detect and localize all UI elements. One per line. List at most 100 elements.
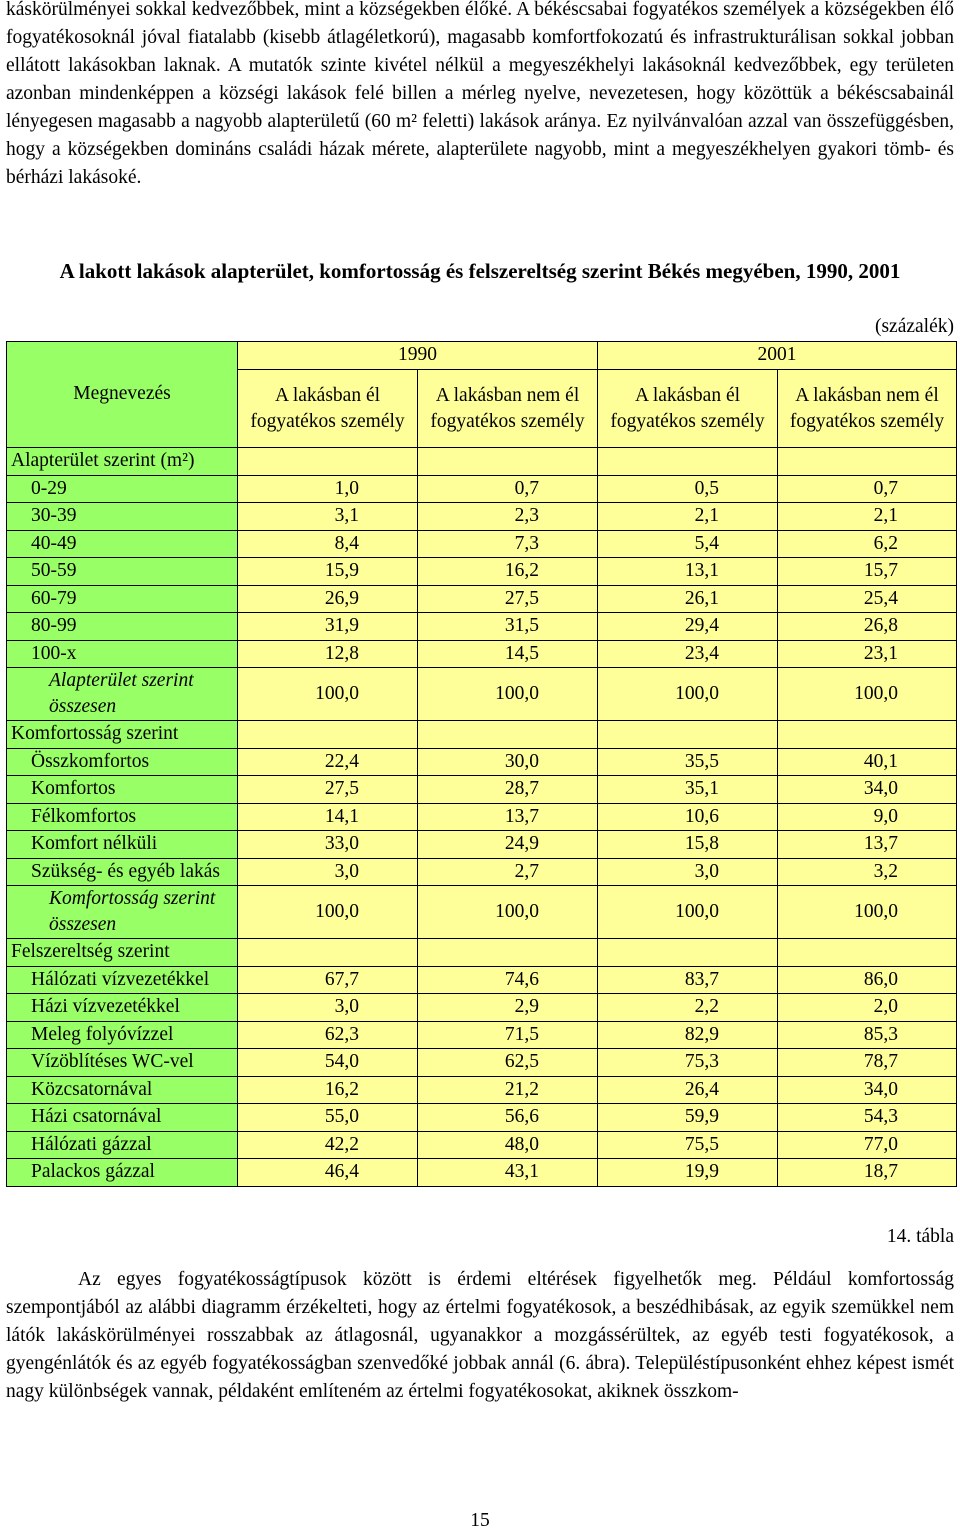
table-row: 60-79 26,9 27,5 26,1 25,4 xyxy=(6,584,957,613)
value-cell: 16,2 xyxy=(237,1075,418,1104)
row-label: Meleg folyóvízzel xyxy=(6,1020,238,1049)
value-cell: 62,3 xyxy=(237,1020,418,1049)
table-row: Vízöblítéses WC-vel 54,0 62,5 75,3 78,7 xyxy=(6,1048,957,1077)
table-row: 50-59 15,9 16,2 13,1 15,7 xyxy=(6,557,957,586)
table-row: Házi vízvezetékkel 3,0 2,9 2,2 2,0 xyxy=(6,993,957,1022)
value-cell: 26,4 xyxy=(597,1075,778,1104)
body-paragraph-top: káskörülményei sokkal kedvezőbbek, mint … xyxy=(6,0,954,188)
value-cell: 25,4 xyxy=(777,584,957,613)
empty-cell xyxy=(237,447,418,476)
empty-cell xyxy=(777,447,957,476)
value-cell: 16,2 xyxy=(417,557,598,586)
total-row: Komfortosság szerint összesen 100,0 100,0 1… xyxy=(6,885,957,939)
empty-cell xyxy=(417,720,598,749)
value-cell: 0,5 xyxy=(597,474,778,503)
total-value-cell: 100,0 xyxy=(417,667,598,721)
table-row: Közcsatornával 16,2 21,2 26,4 34,0 xyxy=(6,1075,957,1104)
value-cell: 15,8 xyxy=(597,830,778,859)
row-label: Házi csatornával xyxy=(6,1103,238,1132)
header-label: Megnevezés xyxy=(6,341,238,448)
value-cell: 13,7 xyxy=(417,802,598,831)
value-cell: 14,1 xyxy=(237,802,418,831)
empty-cell xyxy=(597,720,778,749)
value-cell: 30,0 xyxy=(417,747,598,776)
value-cell: 43,1 xyxy=(417,1158,598,1187)
empty-cell xyxy=(597,938,778,967)
value-cell: 0,7 xyxy=(777,474,957,503)
value-cell: 83,7 xyxy=(597,965,778,994)
value-cell: 24,9 xyxy=(417,830,598,859)
section-heading-row: Alapterület szerint (m²) xyxy=(6,447,957,476)
value-cell: 27,5 xyxy=(417,584,598,613)
value-cell: 3,2 xyxy=(777,857,957,886)
value-cell: 7,3 xyxy=(417,529,598,558)
row-label: Összkomfortos xyxy=(6,747,238,776)
table-caption: 14. tábla xyxy=(886,1226,954,1247)
section-heading: Alapterület szerint (m²) xyxy=(6,447,238,476)
total-value-cell: 100,0 xyxy=(777,667,957,721)
row-label: Közcsatornával xyxy=(6,1075,238,1104)
value-cell: 3,1 xyxy=(237,502,418,531)
header-year-2001: 2001 xyxy=(597,341,957,370)
value-cell: 2,1 xyxy=(597,502,778,531)
value-cell: 55,0 xyxy=(237,1103,418,1132)
header-col-with-1990: A lakásban él fogyatékos személy xyxy=(237,369,418,448)
value-cell: 27,5 xyxy=(237,775,418,804)
table-row: Hálózati vízvezetékkel 67,7 74,6 83,7 86,0 xyxy=(6,965,957,994)
row-label: Házi vízvezetékkel xyxy=(6,993,238,1022)
value-cell: 5,4 xyxy=(597,529,778,558)
table-row: 40-49 8,4 7,3 5,4 6,2 xyxy=(6,529,957,558)
row-label: Szükség- és egyéb lakás xyxy=(6,857,238,886)
row-label: 40-49 xyxy=(6,529,238,558)
header-year-1990: 1990 xyxy=(237,341,598,370)
empty-cell xyxy=(417,447,598,476)
total-value-cell: 100,0 xyxy=(237,667,418,721)
total-label: Alapterület szerint összesen xyxy=(6,667,238,721)
value-cell: 18,7 xyxy=(777,1158,957,1187)
row-label: Hálózati gázzal xyxy=(6,1130,238,1159)
table-row: Összkomfortos 22,4 30,0 35,5 40,1 xyxy=(6,747,957,776)
value-cell: 2,3 xyxy=(417,502,598,531)
row-label: 50-59 xyxy=(6,557,238,586)
table-row: Komfortos 27,5 28,7 35,1 34,0 xyxy=(6,775,957,804)
data-table: Megnevezés 1990 2001 A lakásban él fogya… xyxy=(6,341,957,1187)
value-cell: 46,4 xyxy=(237,1158,418,1187)
section-heading-row: Felszereltség szerint xyxy=(6,938,957,967)
row-label: 0-29 xyxy=(6,474,238,503)
value-cell: 28,7 xyxy=(417,775,598,804)
value-cell: 34,0 xyxy=(777,775,957,804)
value-cell: 26,1 xyxy=(597,584,778,613)
value-cell: 2,9 xyxy=(417,993,598,1022)
row-label: Komfort nélküli xyxy=(6,830,238,859)
value-cell: 35,5 xyxy=(597,747,778,776)
table-row: Szükség- és egyéb lakás 3,0 2,7 3,0 3,2 xyxy=(6,857,957,886)
section-heading: Felszereltség szerint xyxy=(6,938,238,967)
value-cell: 3,0 xyxy=(237,857,418,886)
header-col-with-2001: A lakásban él fogyatékos személy xyxy=(597,369,778,448)
value-cell: 6,2 xyxy=(777,529,957,558)
value-cell: 3,0 xyxy=(597,857,778,886)
value-cell: 23,1 xyxy=(777,639,957,668)
value-cell: 23,4 xyxy=(597,639,778,668)
section-heading-row: Komfortosság szerint xyxy=(6,720,957,749)
row-label: 30-39 xyxy=(6,502,238,531)
value-cell: 15,7 xyxy=(777,557,957,586)
value-cell: 42,2 xyxy=(237,1130,418,1159)
value-cell: 67,7 xyxy=(237,965,418,994)
table-row: Komfort nélküli 33,0 24,9 15,8 13,7 xyxy=(6,830,957,859)
value-cell: 2,2 xyxy=(597,993,778,1022)
value-cell: 54,3 xyxy=(777,1103,957,1132)
value-cell: 74,6 xyxy=(417,965,598,994)
value-cell: 75,3 xyxy=(597,1048,778,1077)
value-cell: 13,1 xyxy=(597,557,778,586)
value-cell: 1,0 xyxy=(237,474,418,503)
value-cell: 56,6 xyxy=(417,1103,598,1132)
section-heading: Komfortosság szerint xyxy=(6,720,238,749)
value-cell: 2,1 xyxy=(777,502,957,531)
value-cell: 14,5 xyxy=(417,639,598,668)
value-cell: 2,0 xyxy=(777,993,957,1022)
total-row: Alapterület szerint összesen 100,0 100,0 10… xyxy=(6,667,957,721)
empty-cell xyxy=(237,720,418,749)
value-cell: 35,1 xyxy=(597,775,778,804)
total-value-cell: 100,0 xyxy=(777,885,957,939)
